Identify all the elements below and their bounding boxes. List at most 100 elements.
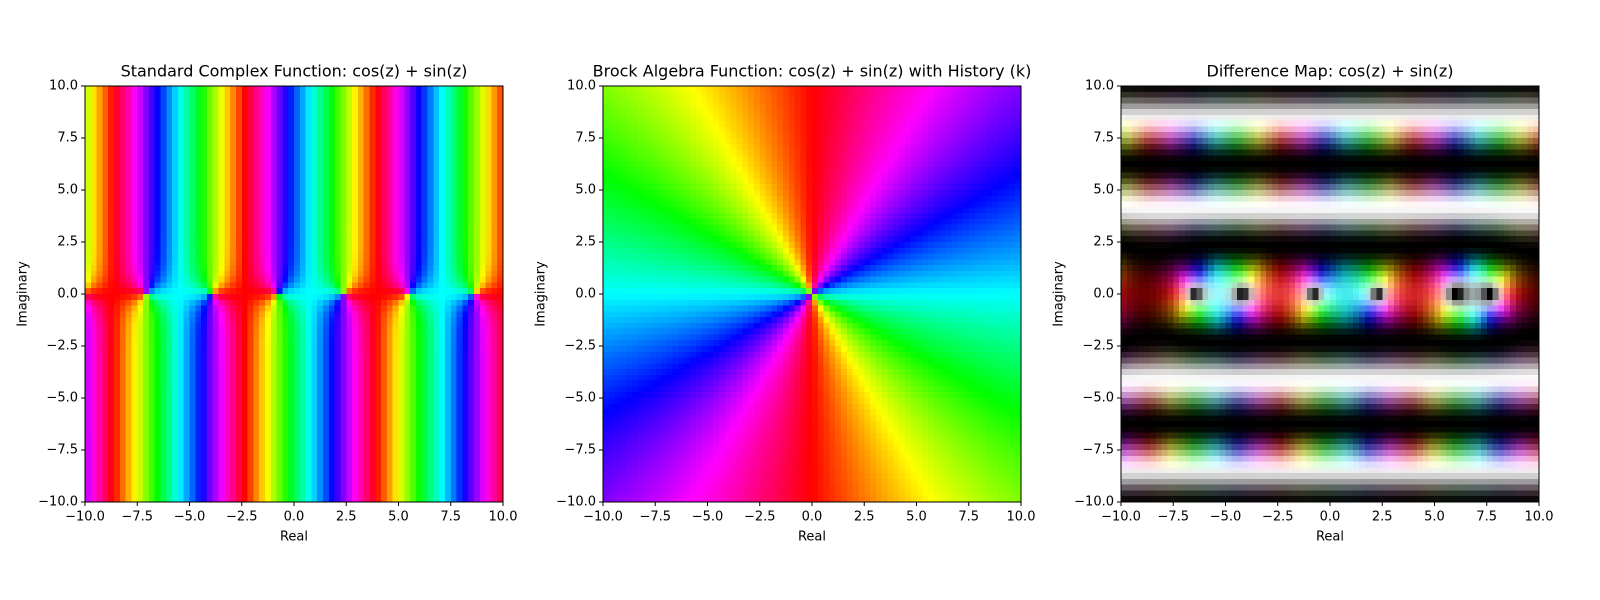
pixel bbox=[386, 207, 394, 214]
pixel bbox=[264, 357, 272, 364]
pixel bbox=[85, 120, 92, 128]
pixel bbox=[346, 282, 353, 289]
pixel bbox=[410, 253, 417, 260]
pixel bbox=[224, 294, 231, 301]
pixel bbox=[433, 450, 440, 457]
pixel bbox=[85, 270, 92, 278]
pixel bbox=[497, 305, 504, 312]
pixel bbox=[317, 346, 324, 353]
pixel bbox=[137, 91, 144, 99]
pixel bbox=[172, 109, 179, 116]
pixel bbox=[282, 357, 289, 364]
pixel bbox=[323, 380, 330, 388]
pixel bbox=[421, 294, 429, 301]
pixel bbox=[386, 172, 394, 180]
pixel bbox=[148, 166, 156, 174]
pixel bbox=[439, 207, 446, 214]
pixel bbox=[473, 421, 481, 428]
pixel bbox=[177, 270, 185, 278]
pixel bbox=[433, 138, 440, 145]
pixel bbox=[282, 317, 289, 324]
pixel bbox=[497, 473, 504, 480]
pixel bbox=[328, 282, 336, 289]
pixel bbox=[288, 178, 295, 185]
pixel bbox=[444, 455, 452, 463]
pixel bbox=[270, 218, 278, 226]
pixel bbox=[433, 346, 440, 353]
pixel bbox=[282, 288, 289, 295]
pixel bbox=[183, 455, 191, 463]
pixel bbox=[473, 288, 481, 295]
pixel bbox=[85, 224, 92, 232]
pixel bbox=[369, 247, 376, 255]
pixel bbox=[415, 132, 423, 139]
pixel bbox=[264, 149, 272, 156]
pixel bbox=[131, 478, 138, 486]
pixel bbox=[90, 172, 98, 180]
pixel bbox=[381, 432, 388, 440]
pixel bbox=[241, 103, 249, 110]
pixel bbox=[288, 432, 295, 440]
pixel bbox=[177, 143, 185, 151]
pixel bbox=[160, 398, 167, 405]
pixel bbox=[427, 409, 434, 416]
pixel bbox=[305, 438, 313, 445]
pixel bbox=[119, 334, 127, 341]
pixel bbox=[276, 357, 283, 364]
pixel bbox=[328, 478, 336, 486]
pixel bbox=[410, 91, 417, 99]
pixel bbox=[363, 265, 371, 272]
pixel bbox=[201, 178, 208, 185]
pixel bbox=[282, 259, 289, 266]
pixel bbox=[230, 305, 237, 312]
pixel bbox=[404, 184, 411, 191]
pixel bbox=[224, 409, 231, 416]
pixel bbox=[363, 224, 371, 232]
pixel bbox=[154, 138, 162, 145]
pixel bbox=[183, 270, 191, 278]
pixel bbox=[282, 380, 289, 388]
pixel bbox=[462, 138, 469, 145]
pixel bbox=[294, 114, 301, 122]
pixel bbox=[241, 120, 249, 128]
pixel bbox=[497, 161, 504, 168]
pixel bbox=[410, 126, 417, 133]
pixel bbox=[305, 213, 313, 220]
pixel bbox=[183, 190, 191, 197]
pixel bbox=[305, 421, 313, 428]
pixel bbox=[259, 392, 266, 399]
pixel bbox=[131, 328, 138, 336]
pixel bbox=[456, 143, 463, 151]
pixel bbox=[352, 311, 359, 318]
pixel bbox=[201, 317, 208, 324]
pixel bbox=[386, 322, 394, 330]
pixel bbox=[375, 172, 382, 180]
pixel bbox=[386, 340, 394, 347]
pixel bbox=[177, 409, 185, 416]
pixel bbox=[143, 357, 150, 364]
pixel bbox=[444, 201, 452, 208]
pixel bbox=[137, 386, 144, 393]
pixel bbox=[143, 114, 150, 122]
pixel bbox=[317, 299, 324, 307]
pixel bbox=[264, 444, 272, 451]
pixel bbox=[294, 467, 301, 474]
pixel bbox=[253, 340, 260, 347]
pixel bbox=[381, 259, 388, 266]
pixel bbox=[125, 166, 133, 174]
pixel bbox=[264, 213, 272, 220]
pixel bbox=[160, 317, 167, 324]
pixel bbox=[410, 103, 417, 110]
pixel bbox=[247, 444, 254, 451]
pixel bbox=[450, 178, 458, 185]
pixel bbox=[241, 91, 249, 99]
pixel bbox=[288, 114, 295, 122]
pixel bbox=[473, 126, 481, 133]
pixel bbox=[375, 340, 382, 347]
pixel bbox=[363, 91, 371, 99]
pixel bbox=[468, 259, 475, 266]
pixel bbox=[404, 218, 411, 226]
pixel bbox=[230, 288, 237, 295]
pixel bbox=[288, 461, 295, 468]
pixel bbox=[201, 161, 208, 168]
